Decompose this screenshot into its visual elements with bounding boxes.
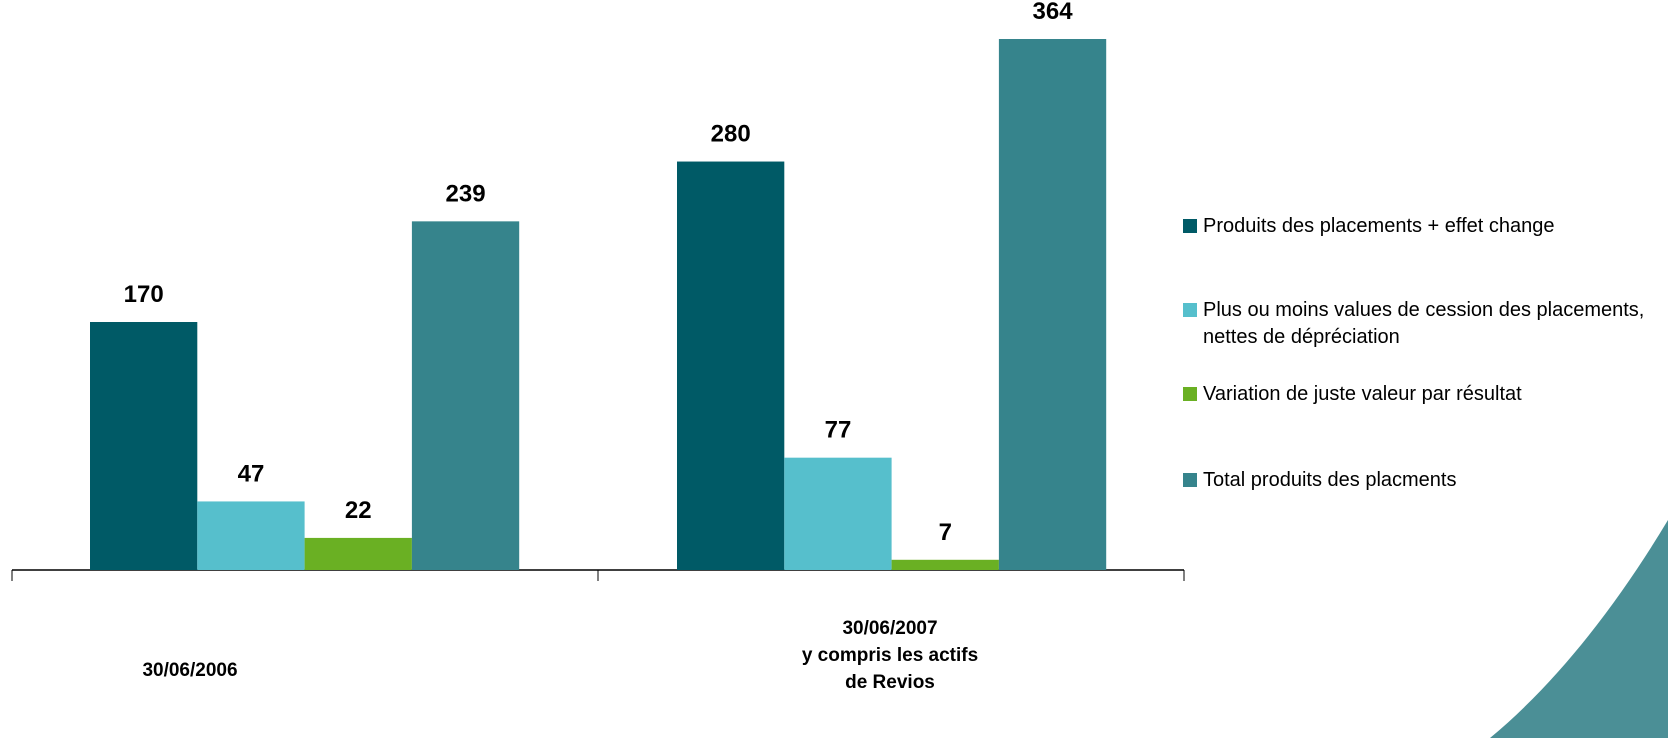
legend-item: Variation de juste valeur par résultat bbox=[1183, 381, 1653, 408]
value-label: 364 bbox=[1033, 0, 1074, 25]
x-tick-label: 30/06/2007 y compris les actifs de Revio… bbox=[801, 618, 979, 693]
bar bbox=[784, 457, 892, 570]
legend-swatch bbox=[1183, 387, 1197, 401]
bar bbox=[90, 322, 198, 570]
value-label: 77 bbox=[825, 417, 852, 444]
legend-item: Plus ou moins values de cession des plac… bbox=[1183, 297, 1653, 351]
value-label: 47 bbox=[238, 460, 265, 487]
bar bbox=[998, 39, 1107, 570]
value-label: 170 bbox=[124, 281, 164, 308]
bar bbox=[411, 221, 520, 570]
bar bbox=[677, 161, 785, 571]
x-tick-label: 30/06/2006 bbox=[142, 660, 238, 681]
legend-swatch bbox=[1183, 473, 1197, 487]
legend-item: Produits des placements + effet change bbox=[1183, 213, 1653, 240]
value-label: 22 bbox=[345, 497, 372, 524]
legend-item: Total produits des placments bbox=[1183, 467, 1653, 494]
bar bbox=[304, 537, 412, 570]
legend-label: Total produits des placments bbox=[1203, 469, 1457, 491]
legend-swatch bbox=[1183, 303, 1197, 317]
bar bbox=[197, 501, 305, 570]
legend-label: Plus ou moins values de cession des plac… bbox=[1203, 299, 1645, 348]
corner-decoration bbox=[1490, 520, 1668, 738]
legend-label: Produits des placements + effet change bbox=[1203, 215, 1555, 237]
value-label: 7 bbox=[939, 519, 952, 546]
value-label: 280 bbox=[711, 121, 751, 148]
legend-swatch bbox=[1183, 219, 1197, 233]
legend-label: Variation de juste valeur par résultat bbox=[1203, 383, 1522, 405]
bar bbox=[891, 559, 999, 570]
value-label: 239 bbox=[446, 180, 486, 207]
